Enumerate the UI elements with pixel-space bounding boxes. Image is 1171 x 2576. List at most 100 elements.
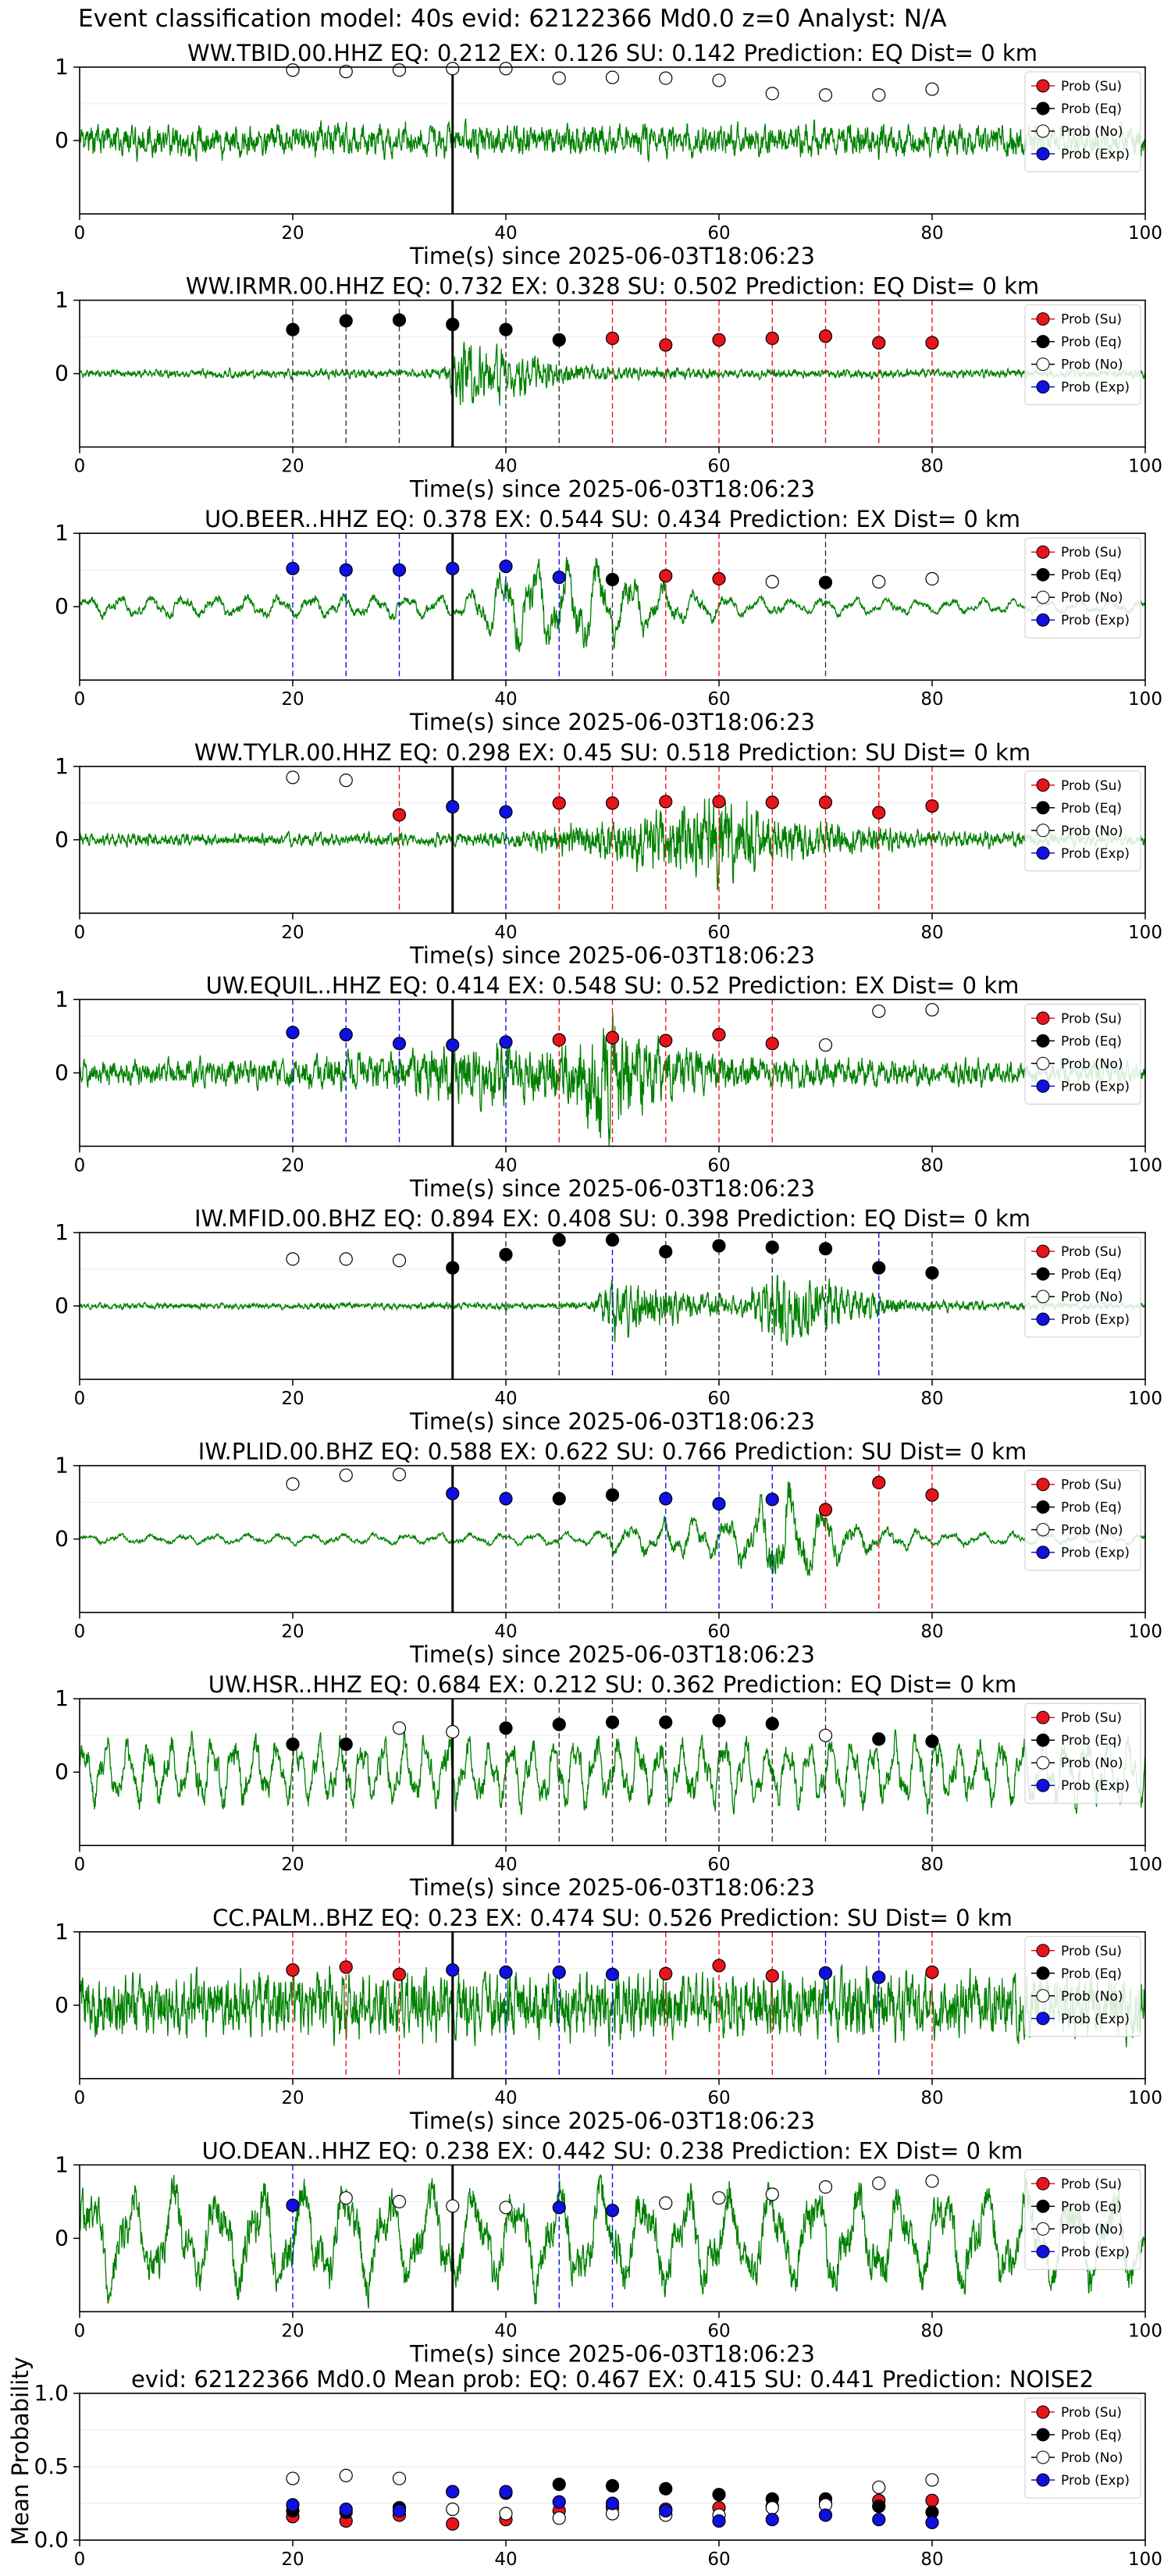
x-tick-label: 100: [1128, 223, 1162, 244]
legend-marker-no: [1036, 824, 1050, 838]
mean-point-no: [499, 2507, 513, 2521]
legend-marker-no: [1036, 590, 1050, 604]
mean-point-exp: [872, 2513, 886, 2527]
mean-point-no: [392, 2471, 407, 2485]
prob-point-no: [499, 2201, 513, 2215]
y-tick-label: 0: [55, 2225, 69, 2250]
panel-title: WW.TBID.00.HHZ EQ: 0.212 EX: 0.126 SU: 0…: [187, 40, 1038, 66]
panel-title: WW.IRMR.00.HHZ EQ: 0.732 EX: 0.328 SU: 0…: [186, 273, 1039, 300]
prob-point-exp: [446, 799, 460, 814]
legend-marker-eq: [1036, 1500, 1050, 1514]
legend-marker-no: [1036, 124, 1050, 138]
station-panel-5: UW.EQUIL..HHZ EQ: 0.414 EX: 0.548 SU: 0.…: [55, 972, 1162, 1201]
legend-box: [1024, 1470, 1141, 1571]
legend-label-su: Prob (Su): [1061, 1011, 1122, 1026]
prob-point-su: [605, 331, 620, 346]
y-tick-label: 1: [55, 753, 69, 779]
x-tick-label: 60: [707, 1622, 730, 1642]
mean-point-no: [339, 2468, 353, 2482]
legend-label-exp: Prob (Exp): [1061, 846, 1130, 862]
x-tick-label: 40: [494, 2088, 517, 2108]
legend-0: Prob (Su) Prob (Eq) Prob (No) Prob (Exp): [1024, 71, 1141, 173]
legend-label-exp: Prob (Exp): [1061, 2473, 1130, 2489]
legend-label-su: Prob (Su): [1061, 312, 1122, 328]
x-tick-label: 20: [281, 923, 304, 943]
x-tick-label: 80: [920, 457, 943, 477]
prob-point-su: [712, 1027, 726, 1042]
prob-point-su: [765, 1037, 779, 1051]
x-tick-label: 80: [920, 2549, 943, 2570]
legend-label-no: Prob (No): [1061, 1290, 1123, 1305]
prob-point-no: [392, 1254, 407, 1268]
prob-point-su: [659, 569, 673, 583]
prob-point-su: [605, 1030, 620, 1044]
legend-label-su: Prob (Su): [1061, 2405, 1122, 2421]
mean-point-eq: [872, 2500, 886, 2514]
prob-point-su: [925, 799, 939, 813]
legend-marker-exp: [1036, 1079, 1050, 1093]
legend-marker-exp: [1036, 380, 1050, 394]
prob-point-exp: [605, 2204, 620, 2218]
x-tick-label: 0: [74, 923, 86, 943]
prob-point-no: [765, 2187, 779, 2201]
mean-point-eq: [605, 2478, 620, 2493]
legend-marker-su: [1036, 1011, 1050, 1025]
legend-label-no: Prob (No): [1061, 1523, 1123, 1539]
x-tick-label: 100: [1128, 2549, 1162, 2570]
legend-label-exp: Prob (Exp): [1061, 147, 1130, 162]
x-tick-label: 60: [707, 2088, 730, 2108]
prob-point-no: [392, 63, 407, 77]
axes-frame: [79, 299, 1146, 448]
prob-point-eq: [552, 1717, 566, 1731]
x-axis-label: Time(s) since 2025-06-03T18:06:23: [409, 1175, 815, 1201]
legend-marker-su: [1036, 79, 1050, 93]
y-tick-label: 1: [55, 1919, 69, 1944]
x-tick-label: 0: [74, 2088, 86, 2108]
prob-point-su: [765, 795, 779, 809]
prob-point-exp: [872, 1970, 886, 1984]
legend-label-exp: Prob (Exp): [1061, 1079, 1130, 1094]
prob-point-eq: [339, 314, 353, 328]
mean-point-no: [552, 2511, 566, 2525]
x-tick-label: 0: [74, 689, 86, 710]
prob-point-exp: [286, 2198, 300, 2212]
mean-point-no: [925, 2473, 939, 2487]
legend-label-eq: Prob (Eq): [1061, 1733, 1122, 1749]
y-tick-label: 0.0: [34, 2527, 69, 2553]
y-tick-label: 1: [55, 1219, 69, 1245]
x-tick-label: 80: [920, 2321, 943, 2341]
legend-label-su: Prob (Su): [1061, 1710, 1122, 1726]
y-tick-label: 0.5: [34, 2453, 69, 2479]
panel-title: IW.PLID.00.BHZ EQ: 0.588 EX: 0.622 SU: 0…: [198, 1439, 1027, 1465]
legend-box: [1024, 2169, 1141, 2270]
prob-point-no: [712, 73, 726, 87]
panel-title: IW.MFID.00.BHZ EQ: 0.894 EX: 0.408 SU: 0…: [194, 1205, 1030, 1232]
prob-point-su: [339, 1960, 353, 1974]
legend-label-no: Prob (No): [1061, 2222, 1123, 2237]
legend-marker-su: [1036, 1244, 1050, 1258]
x-tick-label: 0: [74, 1622, 86, 1642]
legend-label-su: Prob (Su): [1061, 1944, 1122, 1959]
legend-marker-no: [1036, 1056, 1050, 1070]
x-tick-label: 100: [1128, 923, 1162, 943]
waveform-trace: [80, 1728, 1145, 1815]
legend-label-no: Prob (No): [1061, 824, 1123, 839]
legend-label-no: Prob (No): [1061, 1756, 1123, 1771]
plot-area: [80, 1931, 1145, 2079]
x-tick-label: 0: [74, 2549, 86, 2570]
legend-label-su: Prob (Su): [1061, 1244, 1122, 1260]
prob-point-eq: [872, 1732, 886, 1746]
prob-point-exp: [392, 1037, 407, 1051]
legend-label-exp: Prob (Exp): [1061, 1312, 1130, 1328]
prob-point-exp: [392, 563, 407, 577]
legend-label-su: Prob (Su): [1061, 79, 1122, 94]
legend-marker-no: [1036, 1290, 1050, 1304]
mean-point-no: [872, 2480, 886, 2494]
legend-label-no: Prob (No): [1061, 1989, 1123, 2005]
legend-marker-exp: [1036, 846, 1050, 860]
prob-point-no: [818, 1038, 833, 1052]
x-tick-label: 0: [74, 2321, 86, 2341]
x-tick-label: 80: [920, 2088, 943, 2108]
x-tick-label: 40: [494, 1389, 517, 1409]
legend-label-eq: Prob (Eq): [1061, 1034, 1122, 1049]
